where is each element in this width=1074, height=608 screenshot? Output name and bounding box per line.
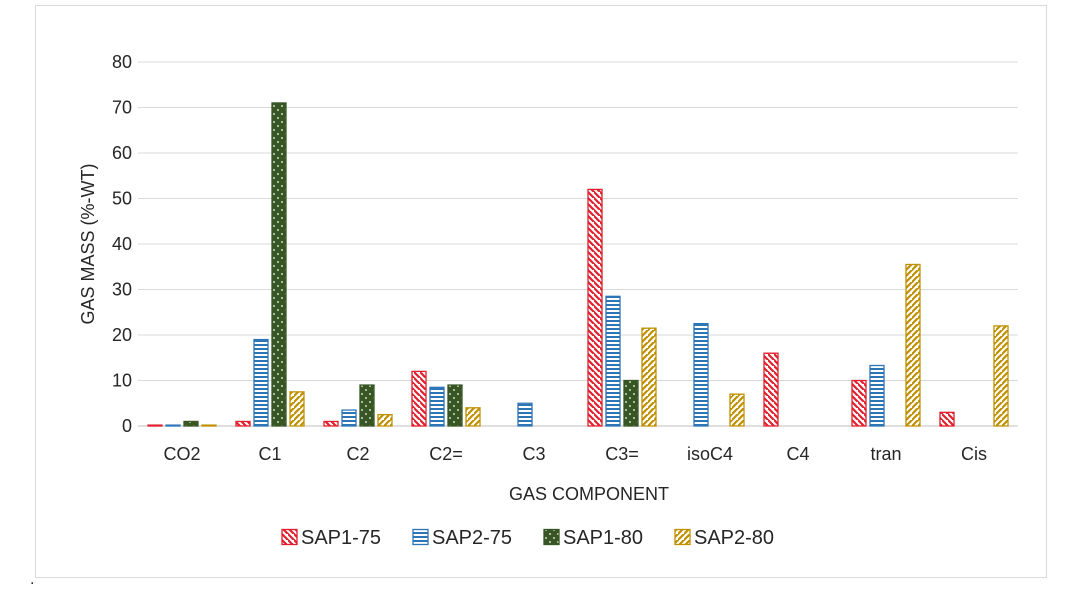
bar-sap2-75-isoc4 bbox=[693, 322, 709, 427]
bar-sap2-80-c2 bbox=[377, 413, 393, 427]
bar-sap1-80-c2-eq bbox=[447, 384, 463, 427]
bar-sap1-75-co2 bbox=[147, 424, 163, 427]
y-axis-title: GAS MASS (%-WT) bbox=[78, 164, 98, 325]
bar-sap1-80-c1 bbox=[271, 102, 287, 427]
legend-item-sap2-75: SAP2-75 bbox=[412, 527, 512, 549]
legend-label: SAP1-80 bbox=[563, 527, 643, 549]
y-tick-label: 40 bbox=[112, 234, 132, 254]
y-tick-label: 20 bbox=[112, 325, 132, 345]
bar-sap2-80-c3-eq bbox=[641, 327, 657, 427]
x-tick-label: CO2 bbox=[163, 444, 200, 464]
bar-sap2-75-c2-eq bbox=[429, 386, 445, 427]
y-tick-label: 70 bbox=[112, 98, 132, 118]
bar-sap2-80-c2-eq bbox=[465, 407, 481, 427]
legend-item-sap2-80: SAP2-80 bbox=[674, 527, 774, 549]
legend-label: SAP2-80 bbox=[694, 527, 774, 549]
x-tick-label: Cis bbox=[961, 444, 987, 464]
y-tick-label: 10 bbox=[112, 371, 132, 391]
bar-sap1-75-c2-eq bbox=[411, 370, 427, 427]
y-tick-label: 50 bbox=[112, 189, 132, 209]
legend-swatch bbox=[412, 528, 429, 546]
bar-sap1-80-co2 bbox=[183, 420, 199, 427]
legend-swatch bbox=[281, 528, 298, 546]
bar-sap1-75-c4 bbox=[763, 352, 779, 427]
legend-item-sap1-75: SAP1-75 bbox=[281, 527, 381, 549]
legend-label: SAP1-75 bbox=[301, 527, 381, 549]
legend-swatch bbox=[674, 528, 691, 546]
bars bbox=[147, 102, 1009, 427]
x-tick-label: C2 bbox=[346, 444, 369, 464]
y-tick-label: 80 bbox=[112, 52, 132, 72]
x-tick-label: C4 bbox=[786, 444, 809, 464]
stray-dot: . bbox=[30, 571, 35, 588]
x-tick-label: C3 bbox=[522, 444, 545, 464]
bar-sap2-75-c3-eq bbox=[605, 295, 621, 427]
bar-sap2-80-cis bbox=[993, 325, 1009, 427]
bar-sap2-75-c1 bbox=[253, 338, 269, 427]
y-tick-label: 0 bbox=[122, 416, 132, 436]
bar-sap1-75-cis bbox=[939, 411, 955, 427]
legend-label: SAP2-75 bbox=[432, 527, 512, 549]
x-tick-label: C1 bbox=[258, 444, 281, 464]
x-axis-title: GAS COMPONENT bbox=[509, 484, 669, 504]
bar-sap2-75-c2 bbox=[341, 409, 357, 427]
legend-item-sap1-80: SAP1-80 bbox=[543, 527, 643, 549]
bar-sap1-75-c1 bbox=[235, 420, 251, 427]
chart-frame bbox=[35, 5, 1047, 578]
x-tick-label: C3= bbox=[605, 444, 639, 464]
bar-sap2-80-c1 bbox=[289, 391, 305, 427]
legend: SAP1-75 SAP2-75 SAP1-80 SAP2-80 bbox=[281, 527, 774, 549]
bar-sap2-80-isoc4 bbox=[729, 393, 745, 427]
bar-sap2-75-co2 bbox=[165, 424, 181, 427]
bar-sap1-80-c2 bbox=[359, 384, 375, 427]
bar-sap1-75-c2 bbox=[323, 420, 339, 427]
y-tick-label: 60 bbox=[112, 143, 132, 163]
bar-sap1-80-c3-eq bbox=[623, 379, 639, 427]
bar-sap2-75-c3 bbox=[517, 402, 533, 427]
x-tick-label: tran bbox=[870, 444, 901, 464]
gridlines bbox=[138, 61, 1018, 427]
x-tick-label: isoC4 bbox=[687, 444, 733, 464]
bar-sap2-75-tran bbox=[869, 364, 885, 427]
x-tick-label: C2= bbox=[429, 444, 463, 464]
y-axis-ticks: 0 10 20 30 40 50 60 70 80 bbox=[112, 52, 132, 436]
bar-sap1-75-tran bbox=[851, 379, 867, 427]
y-tick-label: 30 bbox=[112, 280, 132, 300]
bar-sap1-75-c3-eq bbox=[587, 188, 603, 427]
legend-swatch bbox=[543, 528, 560, 546]
bar-sap2-80-tran bbox=[905, 263, 921, 427]
bar-sap2-80-co2 bbox=[201, 424, 217, 427]
x-axis-ticks: CO2 C1 C2 C2= C3 C3= isoC4 C4 tran Cis bbox=[163, 444, 987, 464]
